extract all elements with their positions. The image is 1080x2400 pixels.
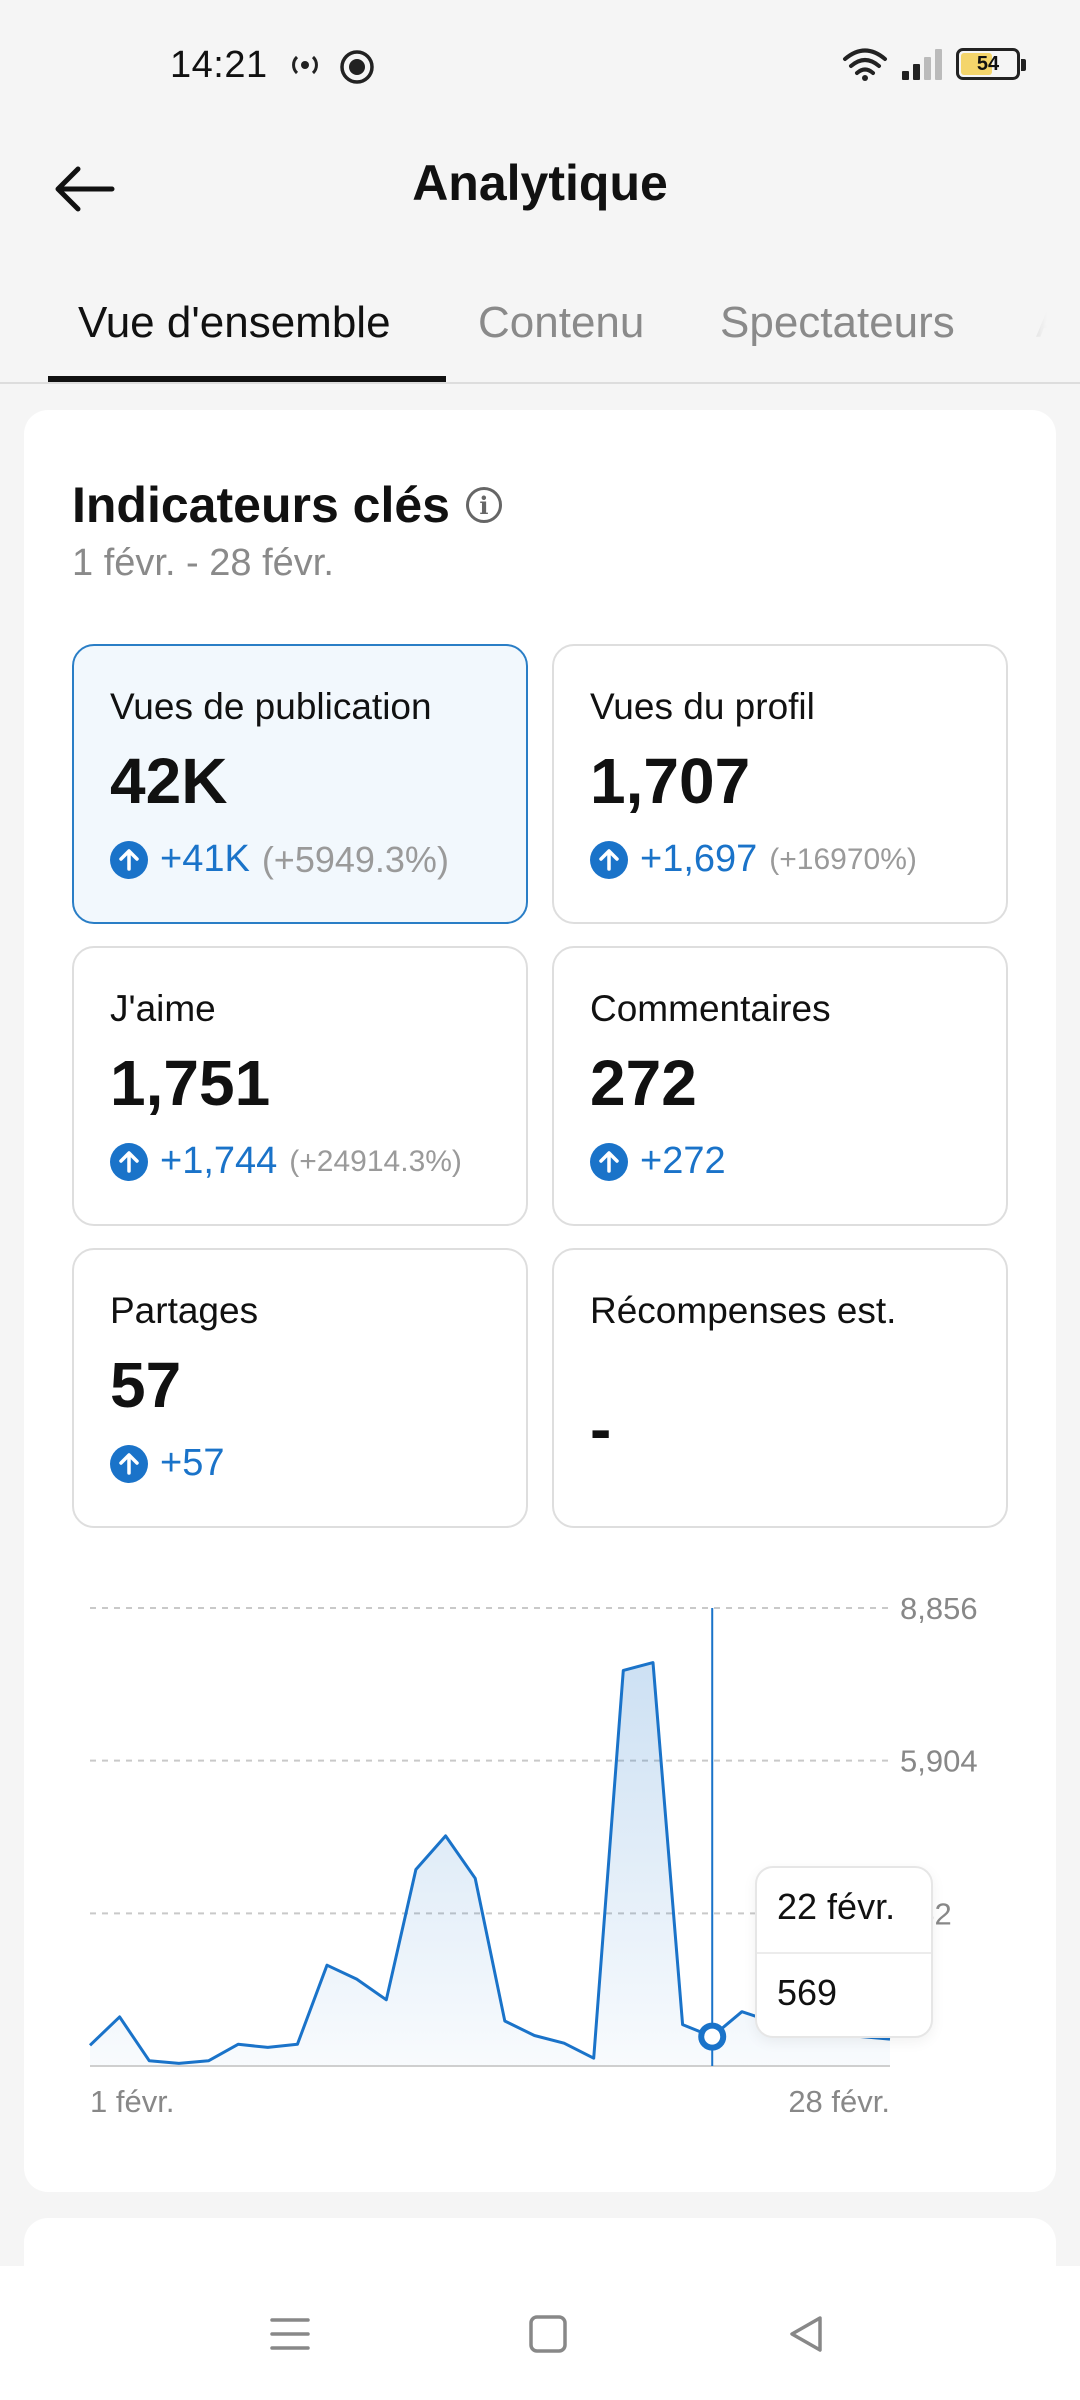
info-icon[interactable]: i <box>465 487 502 523</box>
chart-point[interactable] <box>588 2052 600 2064</box>
metric-change: +1,697 (+16970%) <box>590 838 917 881</box>
metric-shares[interactable]: Partages 57 +57 <box>72 1248 528 1528</box>
metric-label: Récompenses est. <box>590 1290 897 1331</box>
chart-cursor-point[interactable] <box>698 2022 727 2051</box>
metric-value: 1,707 <box>590 745 751 817</box>
arrow-up-icon <box>110 1142 148 1181</box>
metric-change-percent: (+24914.3%) <box>289 1144 462 1178</box>
back-triangle-icon <box>790 2316 822 2352</box>
metric-change: +41K (+5949.3%) <box>110 838 449 881</box>
chart-point[interactable] <box>410 1863 422 1875</box>
chart-point[interactable] <box>173 2057 185 2069</box>
chart-point[interactable] <box>262 2041 274 2053</box>
chart-point[interactable] <box>617 1664 629 1676</box>
record-icon <box>340 50 374 84</box>
date-range: 1 févr. - 28 févr. <box>72 542 334 584</box>
metric-label: J'aime <box>110 988 216 1029</box>
metric-change: +272 <box>590 1140 726 1183</box>
chart-point[interactable] <box>380 1994 392 2006</box>
back-button[interactable] <box>44 154 124 224</box>
chart-point[interactable] <box>736 2006 748 2018</box>
battery-level: 54 <box>976 52 1000 75</box>
arrow-up-icon <box>110 1444 148 1483</box>
metric-label: Partages <box>110 1290 259 1331</box>
tooltip-divider <box>757 1952 931 1954</box>
page-title: Analytique <box>412 155 668 211</box>
menu-icon <box>270 2318 310 2350</box>
metric-change-value: +1,744 <box>160 1140 278 1182</box>
header: Analytique <box>0 136 1080 236</box>
metric-change: +1,744 (+24914.3%) <box>110 1140 462 1183</box>
chart-point[interactable] <box>321 1959 333 1971</box>
chart-point[interactable] <box>528 2029 540 2041</box>
metric-value: - <box>590 1393 612 1465</box>
metric-label: Vues de publication <box>110 686 432 727</box>
battery-icon: 54 <box>956 48 1026 80</box>
wifi-icon <box>843 48 887 81</box>
chart-point[interactable] <box>499 2015 511 2027</box>
metric-change-value: +41K <box>160 838 250 880</box>
key-metrics-card: Indicateurs clés i 1 févr. - 28 févr. Vu… <box>24 410 1056 2192</box>
metric-profile-views[interactable]: Vues du profil 1,707 +1,697 (+16970%) <box>552 644 1008 924</box>
metric-change-value: +272 <box>640 1140 726 1182</box>
system-nav-bar <box>0 2266 1080 2400</box>
metric-change: +57 <box>110 1442 224 1485</box>
tab-viewers[interactable]: Spectateurs <box>720 298 955 347</box>
back-nav-button[interactable] <box>776 2304 836 2364</box>
arrow-up-icon <box>590 1142 628 1181</box>
y-tick-label: 5,904 <box>900 1744 978 1779</box>
key-metrics-heading: Indicateurs clés i <box>72 476 502 534</box>
chart-point[interactable] <box>440 1830 452 1842</box>
tab-overview[interactable]: Vue d'ensemble <box>78 298 391 347</box>
metric-value: 42K <box>110 745 228 817</box>
signal-icon <box>902 49 942 80</box>
home-button[interactable] <box>518 2304 578 2364</box>
hotspot-icon <box>292 55 318 75</box>
chart-point[interactable] <box>351 1973 363 1985</box>
chart-point[interactable] <box>232 2038 244 2050</box>
metric-value: 57 <box>110 1349 182 1421</box>
x-axis-end-label: 28 févr. <box>788 2084 890 2119</box>
metric-change-value: +57 <box>160 1442 225 1484</box>
tab-bar: Vue d'ensemble Contenu Spectateurs Al <box>0 270 1080 384</box>
metric-comments[interactable]: Commentaires 272 +272 <box>552 946 1008 1226</box>
metric-post-views[interactable]: Vues de publication 42K +41K (+5949.3%) <box>72 644 528 924</box>
chart-point[interactable] <box>84 2039 96 2051</box>
metric-value: 1,751 <box>110 1047 271 1119</box>
chart-point[interactable] <box>291 2038 303 2050</box>
status-bar: 14:21 54 <box>0 0 1080 136</box>
chart-tooltip: 22 févr. 569 <box>755 1866 933 2038</box>
tab-fade <box>970 270 1080 382</box>
metric-change-percent: (+16970%) <box>769 842 917 876</box>
status-time: 14:21 <box>170 44 268 86</box>
chart-point[interactable] <box>677 2019 689 2031</box>
chart-point[interactable] <box>558 2037 570 2049</box>
chart-area <box>90 1662 890 2066</box>
chart-point[interactable] <box>469 1872 481 1884</box>
chart-point[interactable] <box>647 1657 659 1669</box>
arrow-up-icon <box>110 840 148 879</box>
chart-point[interactable] <box>114 2011 126 2023</box>
key-metrics-title: Indicateurs clés <box>72 477 450 533</box>
tooltip-date: 22 févr. <box>777 1886 896 1927</box>
metric-change-value: +1,697 <box>640 838 758 880</box>
metric-likes[interactable]: J'aime 1,751 +1,744 (+24914.3%) <box>72 946 528 1226</box>
menu-button[interactable] <box>260 2304 320 2364</box>
tab-content[interactable]: Contenu <box>478 298 645 347</box>
metric-label: Vues du profil <box>590 686 815 727</box>
home-square-icon <box>529 2315 567 2353</box>
metric-label: Commentaires <box>590 988 831 1029</box>
active-tab-indicator <box>48 376 446 382</box>
arrow-left-icon <box>55 166 115 212</box>
metric-change-percent: (+5949.3%) <box>261 838 449 880</box>
metric-rewards[interactable]: Récompenses est. - <box>552 1248 1008 1528</box>
tooltip-value: 569 <box>777 1972 838 2013</box>
metric-value: 272 <box>590 1047 697 1119</box>
x-axis-start-label: 1 févr. <box>90 2084 174 2119</box>
arrow-up-icon <box>590 840 628 879</box>
y-tick-label: 8,856 <box>900 1591 978 1626</box>
status-right: 54 <box>842 46 1026 82</box>
